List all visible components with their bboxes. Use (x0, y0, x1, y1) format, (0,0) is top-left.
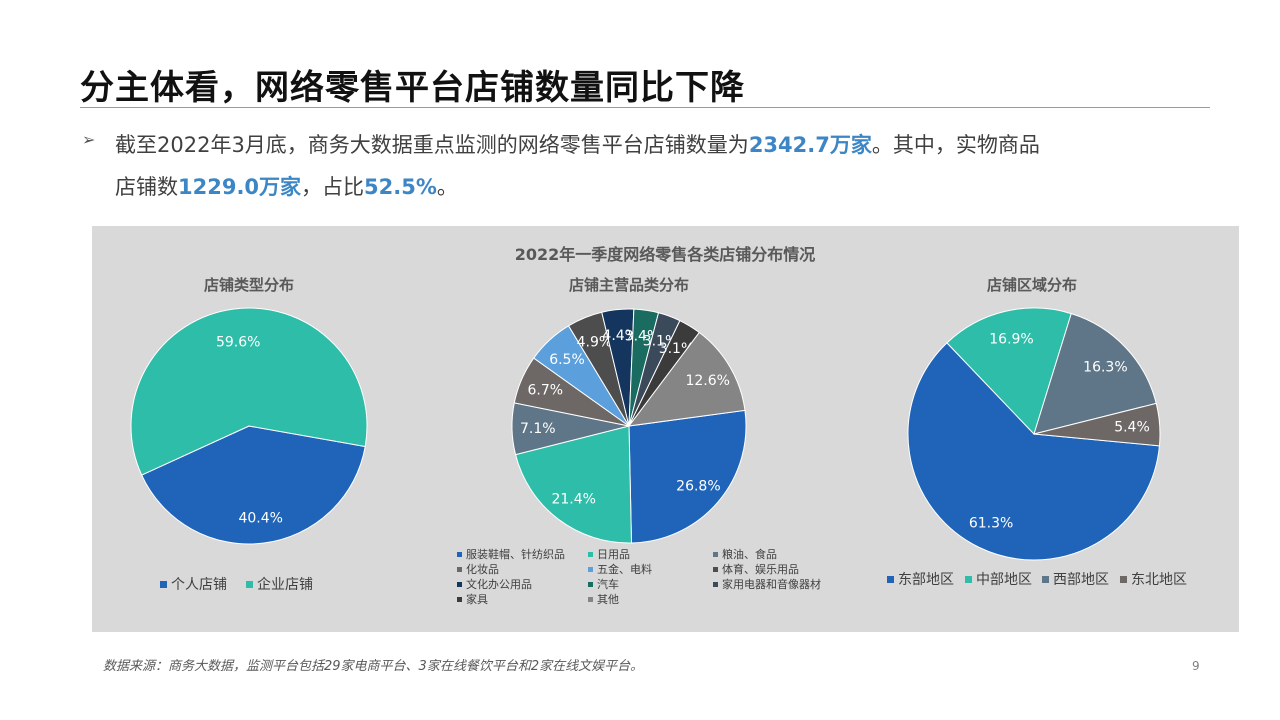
chart-panel: 2022年一季度网络零售各类店铺分布情况店铺类型分布 40.4% 59.6% 个人店铺… (92, 226, 1239, 632)
summary-paragraph: 截至2022年3月底，商务大数据重点监测的网络零售平台店铺数量为2342.7万家… (115, 124, 1195, 208)
chart-title: 2022年一季度网络零售各类店铺分布情况 (515, 245, 816, 264)
physical-share-value: 52.5% (364, 175, 437, 199)
pie2-legend-label-5: 五金、电料 (597, 562, 652, 576)
pie2-data-label-11: 12.6% (685, 373, 729, 389)
pie1-data-label-2: 59.6% (216, 335, 260, 351)
pie2-slice-2 (514, 425, 633, 544)
pie1-legend-label-2: 企业店铺 (257, 576, 313, 593)
pie2-data-label-5: 6.5% (549, 352, 585, 368)
pie3-slice-3 (1033, 313, 1157, 435)
pie2-legend-swatch-11 (588, 597, 593, 602)
pie2-legend-label-6: 体育、娱乐用品 (722, 562, 799, 576)
pie3-legend-swatch-4 (1120, 576, 1127, 583)
pie-title-2: 店铺主营品类分布 (569, 276, 689, 294)
pie2-legend-label-4: 化妆品 (466, 562, 499, 576)
pie2-legend-swatch-1 (457, 552, 462, 557)
summary-text-2: 。其中，实物商品 (871, 133, 1040, 157)
pie-title-1: 店铺类型分布 (204, 276, 294, 294)
pie3-legend-swatch-2 (965, 576, 972, 583)
pie3-legend-label-3: 西部地区 (1053, 572, 1109, 588)
pie1-slice-2 (130, 307, 368, 476)
pie3-legend-label-1: 东部地区 (898, 572, 954, 588)
pie2-data-label-7: 4.4% (602, 328, 638, 344)
pie2-legend-swatch-2 (588, 552, 593, 557)
physical-shops-value: 1229.0万家 (178, 175, 302, 199)
pie2-slice-11 (627, 331, 746, 427)
pie2-legend-swatch-5 (588, 567, 593, 572)
pie2-legend-swatch-7 (457, 582, 462, 587)
pie2-legend-swatch-3 (713, 552, 718, 557)
pie2-legend-label-8: 汽车 (597, 577, 619, 591)
pie2-legend-label-9: 家用电器和音像器材 (722, 577, 821, 591)
pie3-legend-swatch-1 (887, 576, 894, 583)
pie2-legend-label-2: 日用品 (597, 548, 630, 561)
pie-title-3: 店铺区域分布 (987, 276, 1077, 294)
pie1-legend-label-1: 个人店铺 (171, 577, 227, 593)
pie3-data-label-4: 5.4% (1114, 420, 1150, 436)
pie3-slice-2 (946, 307, 1072, 435)
pie3-legend-label-4: 东北地区 (1131, 572, 1187, 588)
pie2-legend-label-3: 粮油、食品 (722, 547, 777, 561)
pie2-data-label-3: 7.1% (520, 421, 556, 437)
total-shops-value: 2342.7万家 (748, 133, 872, 157)
pie2-legend-swatch-9 (713, 582, 718, 587)
pie1-slice-1 (141, 425, 366, 545)
pie2-legend-label-10: 家具 (466, 592, 488, 606)
pie3-legend-swatch-3 (1042, 576, 1049, 583)
pie2-data-label-4: 6.7% (528, 383, 564, 399)
pie3-slice-4 (1033, 402, 1161, 447)
summary-text-4: ，占比 (301, 175, 365, 199)
title-divider (80, 107, 1210, 108)
pie1-legend-swatch-1 (160, 581, 167, 588)
pie2-data-label-2: 21.4% (551, 492, 595, 508)
pie2-data-label-6: 4.9% (577, 335, 613, 351)
data-source-note: 数据来源：商务大数据，监测平台包括29家电商平台、3家在线餐饮平台和2家在线文娱… (103, 659, 644, 674)
pie2-legend-label-11: 其他 (597, 593, 619, 606)
pie1-legend-swatch-2 (246, 581, 253, 588)
pie3-data-label-2: 16.9% (989, 331, 1033, 347)
pie2-data-label-1: 26.8% (676, 478, 720, 494)
summary-text-5: 。 (436, 175, 458, 199)
page-number: 9 (1192, 659, 1200, 673)
pie3-data-label-1: 61.3% (969, 515, 1013, 531)
pie2-legend-label-1: 服装鞋帽、针纺织品 (466, 547, 565, 561)
pie2-legend-swatch-10 (457, 597, 462, 602)
pie2-legend-label-7: 文化办公用品 (466, 577, 532, 591)
pie1-data-label-1: 40.4% (238, 510, 282, 526)
pie3-data-label-3: 16.3% (1083, 359, 1127, 375)
pie2-slice-1 (628, 409, 747, 544)
pie3-slice-1 (907, 342, 1160, 561)
bullet-arrow-icon: ➢ (82, 130, 96, 149)
pie2-legend-swatch-4 (457, 567, 462, 572)
summary-text-3: 店铺数 (115, 175, 178, 199)
pie2-legend-swatch-8 (588, 582, 593, 587)
pie2-legend-swatch-6 (713, 567, 718, 572)
page-title: 分主体看，网络零售平台店铺数量同比下降 (80, 68, 745, 108)
summary-text-1: 截至2022年3月底，商务大数据重点监测的网络零售平台店铺数量为 (115, 133, 749, 157)
pie3-legend-label-2: 中部地区 (976, 572, 1032, 588)
